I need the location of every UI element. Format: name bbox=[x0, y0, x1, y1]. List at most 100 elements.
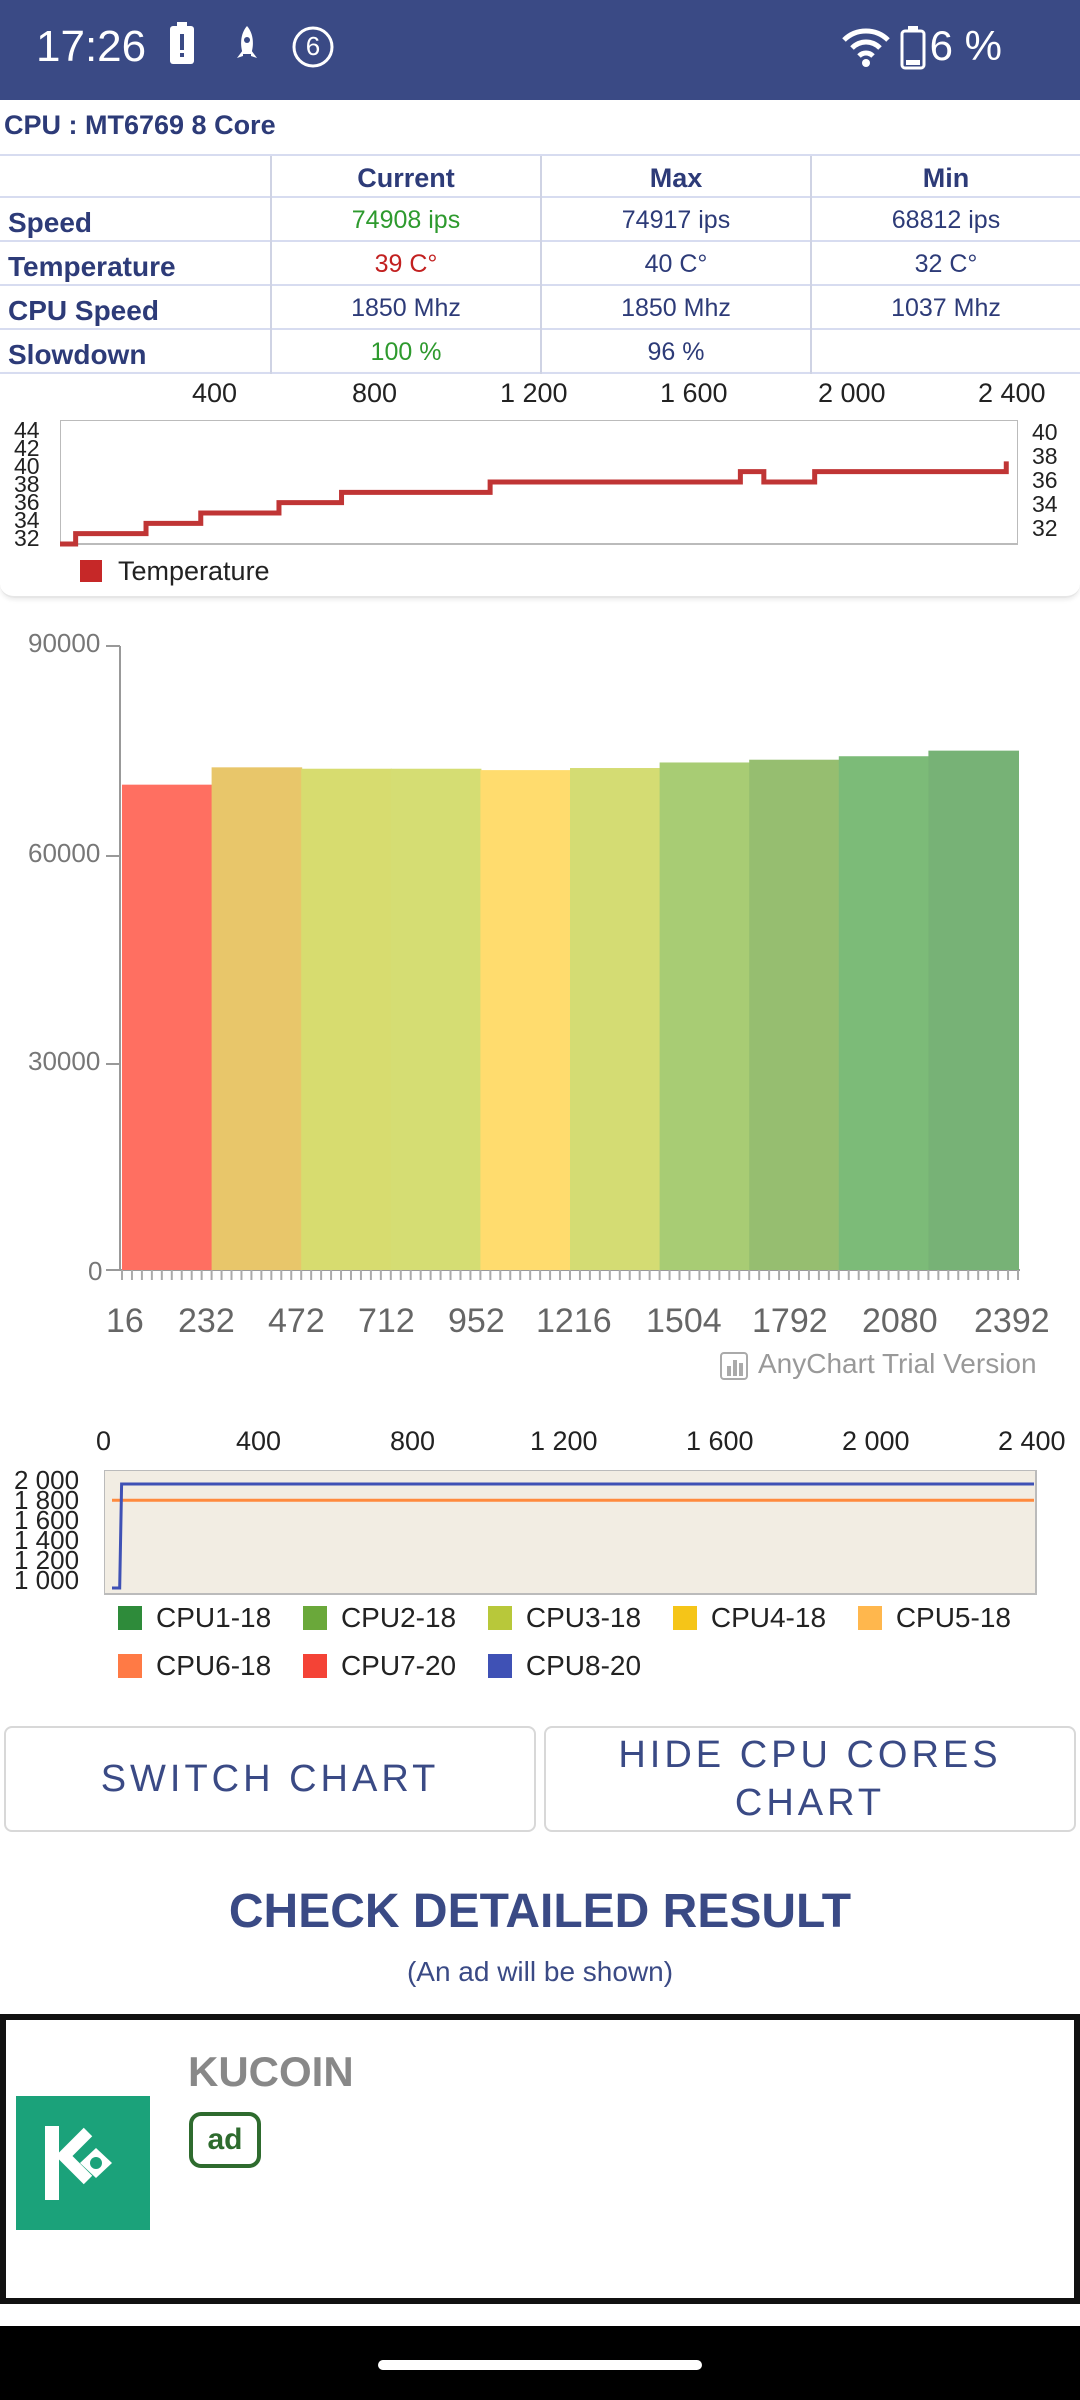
slowdown-min bbox=[810, 330, 1080, 374]
freq-y-tick: 2 000 bbox=[14, 1465, 80, 1495]
legend-item-cpu2: CPU2-18 bbox=[302, 1602, 456, 1634]
speed-x-tick: 952 bbox=[448, 1302, 505, 1340]
anychart-watermark: AnyChart Trial Version bbox=[758, 1348, 1037, 1379]
hide-cpu-cores-chart-button[interactable]: HIDE CPU CORES CHART bbox=[544, 1726, 1076, 1832]
speed-y-tick: 0 bbox=[88, 1256, 103, 1286]
anychart-logo-icon bbox=[720, 1352, 748, 1380]
speed-x-tick: 16 bbox=[106, 1302, 144, 1340]
freq-x-tick: 1 200 bbox=[530, 1426, 598, 1456]
freq-series-line bbox=[112, 1482, 1034, 1590]
freq-x-tick: 0 bbox=[96, 1426, 112, 1456]
speed-area-band bbox=[928, 750, 1019, 1270]
check-detailed-result-button[interactable]: CHECK DETAILED RESULT bbox=[228, 1885, 852, 1938]
row-label: Speed bbox=[8, 207, 93, 238]
freq-y-tick: 1 000 bbox=[14, 1565, 80, 1595]
speed-max: 74917 ips bbox=[540, 198, 810, 242]
temp-y-right-tick: 34 bbox=[1032, 491, 1058, 517]
cpu-speed-current: 1850 Mhz bbox=[270, 286, 540, 330]
temperature-max: 40 C° bbox=[540, 242, 810, 286]
table-header-row: Current Max Min bbox=[0, 154, 1080, 200]
cpu-legend-row-2: CPU6-18 CPU7-20 CPU8-20 bbox=[118, 1650, 665, 1685]
table-row-slowdown: Slowdown 100 % 96 % bbox=[0, 330, 1080, 374]
row-label: Slowdown bbox=[8, 339, 147, 370]
cpu-title: CPU : MT6769 8 Core bbox=[4, 110, 276, 140]
switch-chart-button[interactable]: SWITCH CHART bbox=[4, 1726, 536, 1832]
freq-x-tick: 800 bbox=[390, 1426, 436, 1456]
battery-alert-icon bbox=[168, 22, 196, 71]
temp-y-left-tick: 36 bbox=[14, 489, 40, 515]
kucoin-logo-icon[interactable] bbox=[16, 2096, 150, 2230]
table-row-temperature: Temperature 39 C° 40 C° 32 C° bbox=[0, 242, 1080, 286]
battery-percent: 6 % bbox=[929, 22, 1002, 69]
speed-plot bbox=[106, 645, 1020, 1280]
speed-x-tick: 472 bbox=[268, 1302, 325, 1340]
freq-x-tick: 1 600 bbox=[686, 1426, 754, 1456]
home-gesture-handle[interactable] bbox=[378, 2360, 702, 2370]
rocket-icon bbox=[232, 22, 262, 71]
cpu-frequency-plot bbox=[104, 1470, 1037, 1595]
header-max: Max bbox=[540, 156, 810, 200]
legend-item-cpu6: CPU6-18 bbox=[118, 1650, 271, 1682]
legend-item-cpu5: CPU5-18 bbox=[857, 1602, 1011, 1634]
speed-current: 74908 ips bbox=[270, 198, 540, 242]
table-row-speed: Speed 74908 ips 74917 ips 68812 ips bbox=[0, 198, 1080, 242]
temp-y-left-tick: 38 bbox=[14, 471, 40, 497]
speed-x-tick: 1792 bbox=[752, 1302, 828, 1340]
temp-x-tick: 2 000 bbox=[818, 378, 886, 408]
temp-y-left-tick: 42 bbox=[14, 435, 40, 461]
temp-x-tick: 2 400 bbox=[978, 378, 1046, 408]
table-row-cpu-speed: CPU Speed 1850 Mhz 1850 Mhz 1037 Mhz bbox=[0, 286, 1080, 330]
speed-x-tick: 2392 bbox=[974, 1302, 1050, 1340]
ad-title[interactable]: KUCOIN bbox=[188, 2048, 354, 2095]
temperature-legend: Temperature bbox=[118, 556, 270, 586]
legend-item-cpu4: CPU4-18 bbox=[672, 1602, 826, 1634]
freq-x-tick: 400 bbox=[236, 1426, 282, 1456]
speed-area-band bbox=[211, 767, 303, 1270]
status-bar: 17:26 6 6 % bbox=[0, 0, 1080, 100]
temp-y-right-tick: 36 bbox=[1032, 467, 1058, 493]
battery-icon bbox=[900, 26, 926, 75]
row-label: CPU Speed bbox=[8, 295, 159, 326]
status-time: 17:26 bbox=[36, 22, 147, 71]
ad-banner[interactable]: KUCOIN ad bbox=[0, 2014, 1080, 2304]
cpu-speed-max: 1850 Mhz bbox=[540, 286, 810, 330]
freq-y-tick: 1 200 bbox=[14, 1545, 80, 1575]
header-min: Min bbox=[810, 156, 1080, 200]
wifi-icon bbox=[840, 26, 892, 73]
freq-y-tick: 1 400 bbox=[14, 1525, 80, 1555]
legend-item-cpu8: CPU8-20 bbox=[487, 1650, 641, 1682]
freq-y-tick: 1 800 bbox=[14, 1485, 80, 1515]
speed-area-band bbox=[122, 784, 213, 1270]
temperature-legend-swatch bbox=[80, 560, 102, 582]
freq-y-tick: 1 600 bbox=[14, 1505, 80, 1535]
speed-y-tick: 90000 bbox=[28, 628, 101, 658]
legend-item-cpu7: CPU7-20 bbox=[302, 1650, 456, 1682]
speed-area-band bbox=[570, 768, 661, 1270]
temperature-current: 39 C° bbox=[270, 242, 540, 286]
temperature-plot bbox=[60, 420, 1018, 547]
speed-area-band bbox=[390, 768, 482, 1270]
temperature-series-line bbox=[60, 461, 1009, 547]
legend-item-cpu1: CPU1-18 bbox=[118, 1602, 271, 1634]
row-label: Temperature bbox=[8, 251, 176, 282]
ad-badge: ad bbox=[189, 2112, 261, 2168]
temp-y-right-tick: 38 bbox=[1032, 443, 1058, 469]
temp-x-tick: 1 200 bbox=[500, 378, 568, 408]
speed-area-band bbox=[480, 770, 571, 1270]
speed-area-band bbox=[749, 759, 840, 1270]
legend-item-cpu3: CPU3-18 bbox=[487, 1602, 641, 1634]
speed-area-band bbox=[838, 756, 930, 1270]
freq-x-tick: 2 400 bbox=[998, 1426, 1066, 1456]
freq-x-tick: 2 000 bbox=[842, 1426, 910, 1456]
temp-y-right-tick: 40 bbox=[1032, 419, 1058, 445]
speed-x-tick: 2080 bbox=[862, 1302, 938, 1340]
slowdown-current: 100 % bbox=[270, 330, 540, 374]
temp-x-tick: 800 bbox=[352, 378, 398, 408]
header-current: Current bbox=[270, 156, 540, 200]
speed-x-tick: 1504 bbox=[646, 1302, 722, 1340]
cpu-speed-min: 1037 Mhz bbox=[810, 286, 1080, 330]
speed-min: 68812 ips bbox=[810, 198, 1080, 242]
speed-area-band bbox=[659, 762, 751, 1270]
speed-x-tick: 232 bbox=[178, 1302, 235, 1340]
slowdown-max: 96 % bbox=[540, 330, 810, 374]
